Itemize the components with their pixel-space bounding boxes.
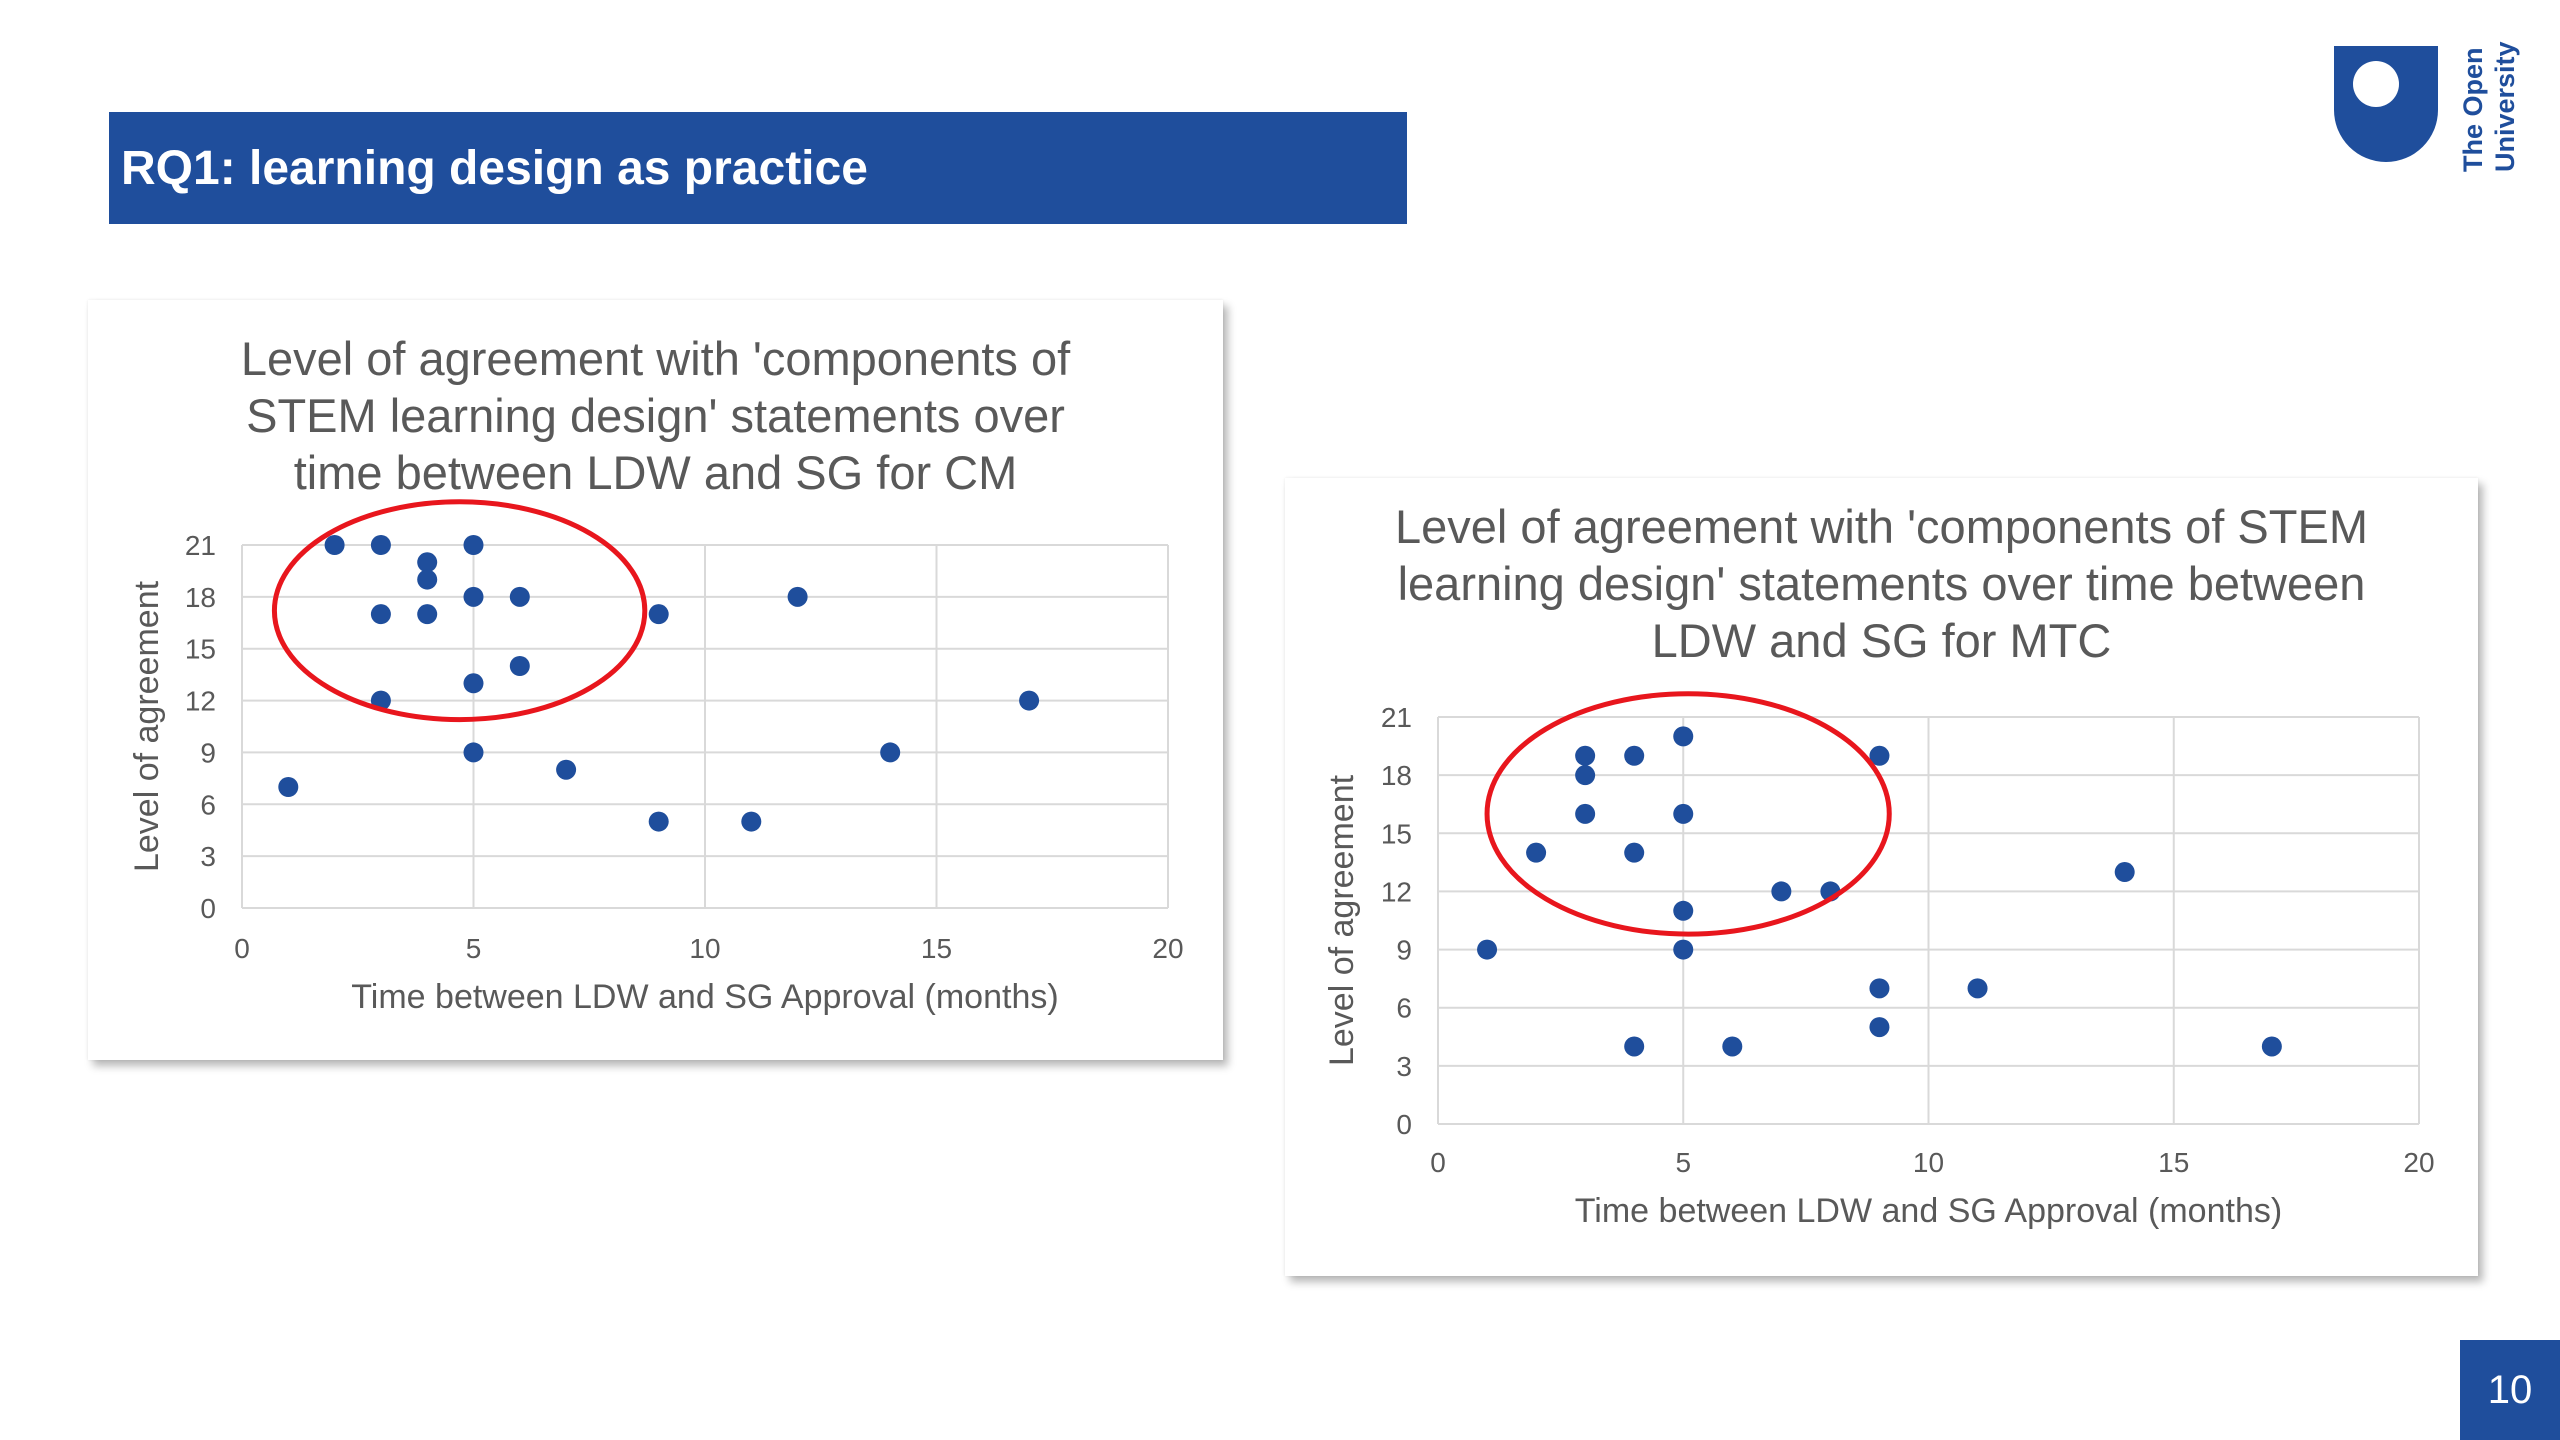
chart-plot-cm: 0 3 6 9 12 15 18 21 0 5 10 15 20 Time between LDW and… (128, 499, 1184, 1016)
data-point (1575, 765, 1596, 786)
y-tick-label: 18 (1381, 760, 1412, 791)
svg-text:The Open: The Open (2458, 47, 2488, 172)
y-axis-title: Level of agreement (128, 580, 166, 872)
data-point (648, 811, 669, 832)
data-point (1722, 1036, 1743, 1057)
data-point (1575, 803, 1596, 824)
data-point (2261, 1036, 2282, 1057)
y-tick-label: 21 (185, 530, 216, 561)
y-tick-label: 9 (200, 737, 216, 768)
data-point (1673, 939, 1694, 960)
data-point (1869, 1017, 1890, 1038)
x-tick-label: 0 (234, 933, 250, 964)
chart-title: Level of agreement with 'components of S… (1395, 500, 2368, 667)
data-point (1575, 745, 1596, 766)
y-tick-label: 18 (185, 582, 216, 613)
data-point (741, 811, 762, 832)
data-point (1624, 842, 1645, 863)
data-point (417, 604, 438, 625)
x-tick-label: 5 (1675, 1147, 1691, 1178)
data-point (1477, 939, 1498, 960)
y-tick-label: 6 (200, 789, 216, 820)
highlight-ellipse (271, 499, 648, 723)
data-point (370, 604, 391, 625)
y-tick-label: 12 (1381, 876, 1412, 907)
open-university-shield-icon: The Open University (2334, 41, 2520, 172)
data-point (1624, 745, 1645, 766)
scatter-chart-cm: Level of agreement with 'components of S… (88, 300, 1223, 1060)
data-point (463, 742, 484, 763)
y-tick-label: 21 (1381, 702, 1412, 733)
x-axis-title: Time between LDW and SG Approval (months… (1575, 1192, 2282, 1230)
y-tick-label: 3 (200, 841, 216, 872)
data-point (1019, 690, 1040, 711)
data-point (1673, 803, 1694, 824)
x-tick-label: 10 (1913, 1147, 1944, 1178)
data-point (1673, 900, 1694, 921)
y-tick-label: 0 (1396, 1109, 1412, 1140)
x-tick-label: 15 (2158, 1147, 2189, 1178)
data-point (509, 656, 530, 676)
chart-title: Level of agreement with 'components of S… (240, 332, 1071, 499)
data-point (463, 673, 484, 694)
data-point (880, 742, 901, 763)
data-point (2114, 862, 2135, 883)
data-point (370, 535, 391, 555)
highlight-ellipse (1484, 691, 1892, 937)
x-tick-label: 20 (2403, 1147, 2434, 1178)
data-point (509, 586, 530, 607)
x-axis-title: Time between LDW and SG Approval (months… (351, 978, 1058, 1016)
data-point (278, 777, 299, 797)
data-point (463, 586, 484, 607)
data-point (1967, 978, 1988, 999)
data-point (1771, 881, 1792, 902)
data-point (417, 569, 438, 590)
data-point (324, 535, 345, 555)
data-point (463, 535, 484, 555)
x-tick-label: 15 (921, 933, 952, 964)
x-tick-label: 20 (1152, 933, 1183, 964)
open-university-logo: The Open University (2334, 40, 2524, 180)
data-point (1673, 726, 1694, 747)
y-tick-label: 3 (1396, 1051, 1412, 1082)
y-tick-label: 0 (200, 893, 216, 924)
x-tick-label: 0 (1430, 1147, 1446, 1178)
data-point (787, 586, 808, 607)
data-point (1869, 745, 1890, 766)
data-point (556, 759, 577, 780)
chart-plot-mtc: 0 3 6 9 12 15 18 21 0 5 10 15 20 Time between LDW and… (1323, 691, 2435, 1230)
y-axis-title: Level of agreement (1323, 774, 1361, 1066)
data-point (648, 604, 669, 625)
x-tick-label: 10 (689, 933, 720, 964)
y-tick-label: 15 (185, 634, 216, 665)
data-point (417, 552, 438, 573)
scatter-chart-mtc: Level of agreement with 'components of S… (1285, 478, 2478, 1276)
data-point (1869, 978, 1890, 999)
y-tick-label: 15 (1381, 818, 1412, 849)
y-tick-label: 9 (1396, 935, 1412, 966)
page-number: 10 (2460, 1340, 2560, 1440)
slide-title: RQ1: learning design as practice (109, 112, 1407, 224)
x-tick-label: 5 (466, 933, 482, 964)
y-tick-label: 6 (1396, 993, 1412, 1024)
data-point (1526, 842, 1547, 863)
y-tick-label: 12 (185, 686, 216, 717)
data-point (1624, 1036, 1645, 1057)
svg-text:University: University (2490, 41, 2520, 172)
